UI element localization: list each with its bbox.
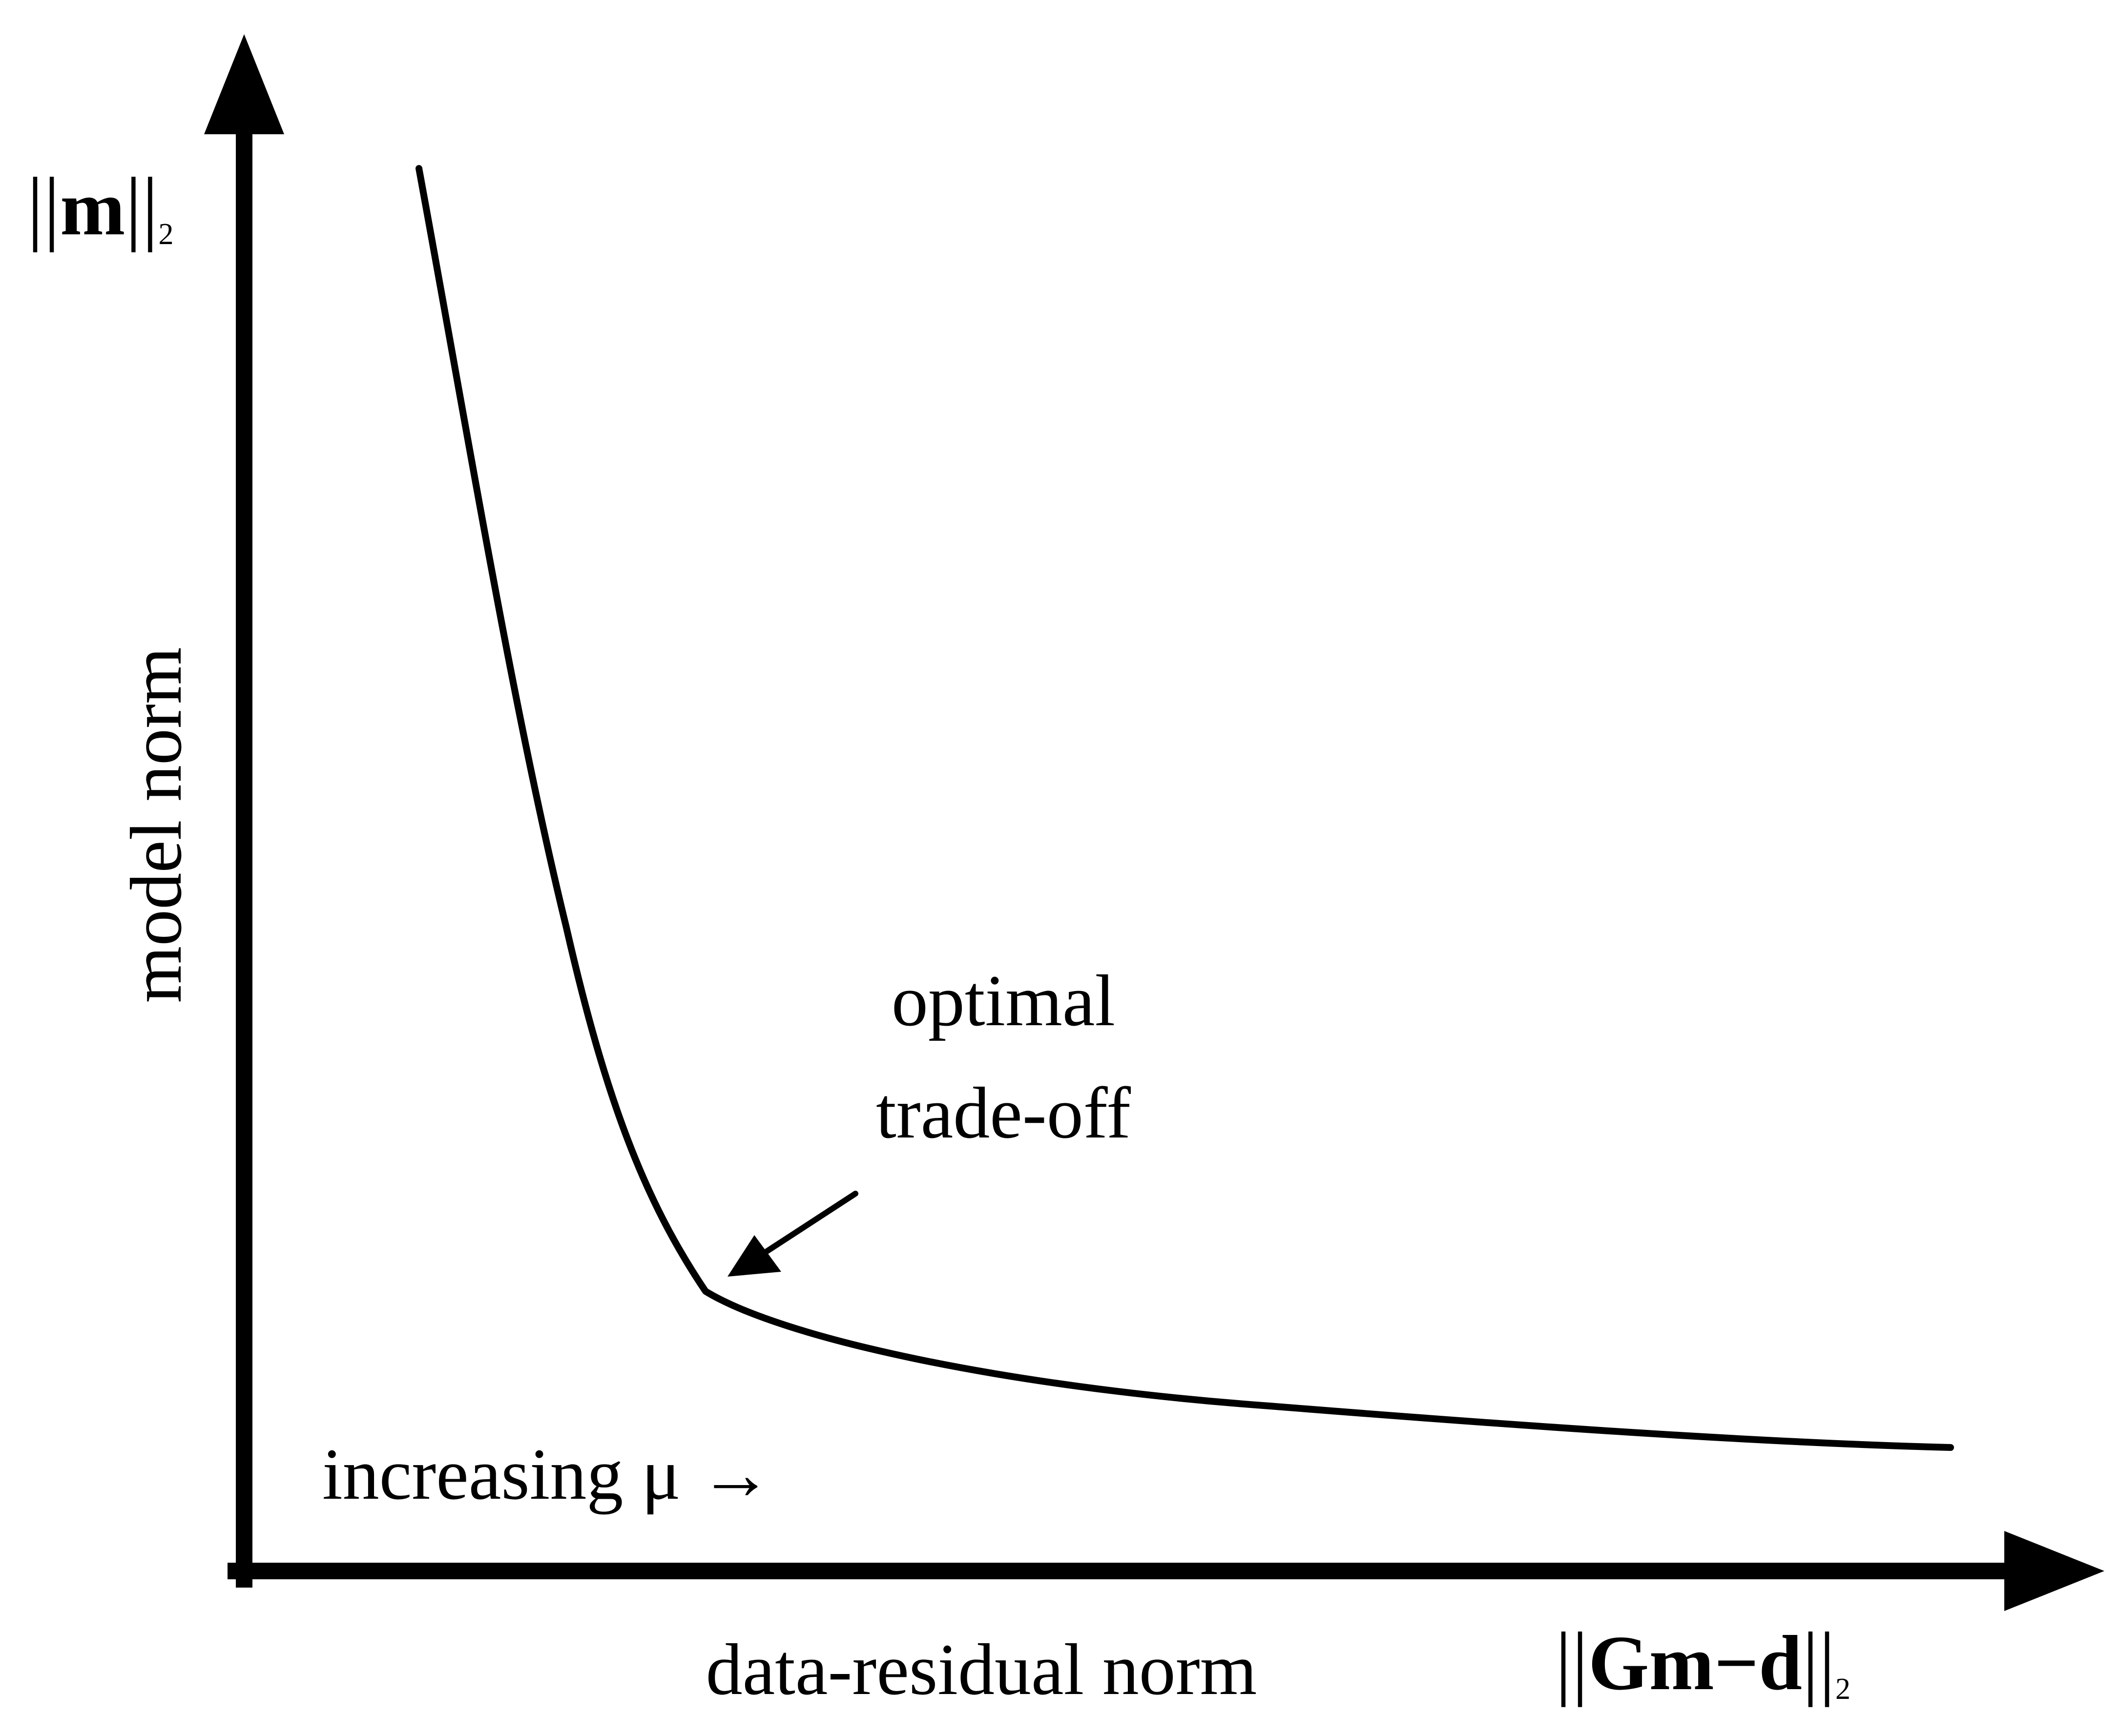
y-symbol-left-bars: || — [27, 161, 60, 252]
annotation-line-2: trade-off — [876, 1073, 1131, 1154]
x-symbol-bold: Gm−d — [1588, 1619, 1802, 1706]
direction-label: increasing μ → — [322, 1434, 772, 1515]
x-symbol-subscript: 2 — [1835, 1673, 1850, 1706]
annotation-line-1: optimal — [892, 960, 1115, 1041]
y-symbol-bold: m — [60, 165, 125, 251]
y-axis-label: model norm — [116, 647, 197, 1003]
y-axis-arrowhead — [204, 34, 284, 134]
y-symbol-subscript: 2 — [158, 218, 173, 251]
y-symbol-right-bars: || — [125, 161, 158, 252]
x-symbol-right-bars: || — [1802, 1615, 1835, 1707]
annotation-arrow-head — [727, 1235, 781, 1277]
x-axis-symbol: ||Gm−d||2 — [1555, 1615, 1850, 1707]
l-curve — [416, 165, 1954, 1451]
x-axis-arrowhead — [2004, 1531, 2104, 1611]
y-axis-symbol: ||m||2 — [27, 161, 173, 252]
x-symbol-left-bars: || — [1555, 1615, 1588, 1707]
annotation-arrow-line — [759, 1191, 858, 1258]
x-axis-label: data-residual norm — [706, 1629, 1257, 1710]
